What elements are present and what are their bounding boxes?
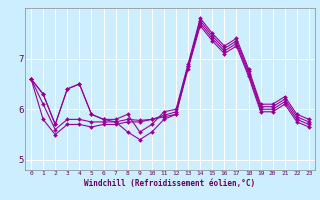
X-axis label: Windchill (Refroidissement éolien,°C): Windchill (Refroidissement éolien,°C): [84, 179, 256, 188]
